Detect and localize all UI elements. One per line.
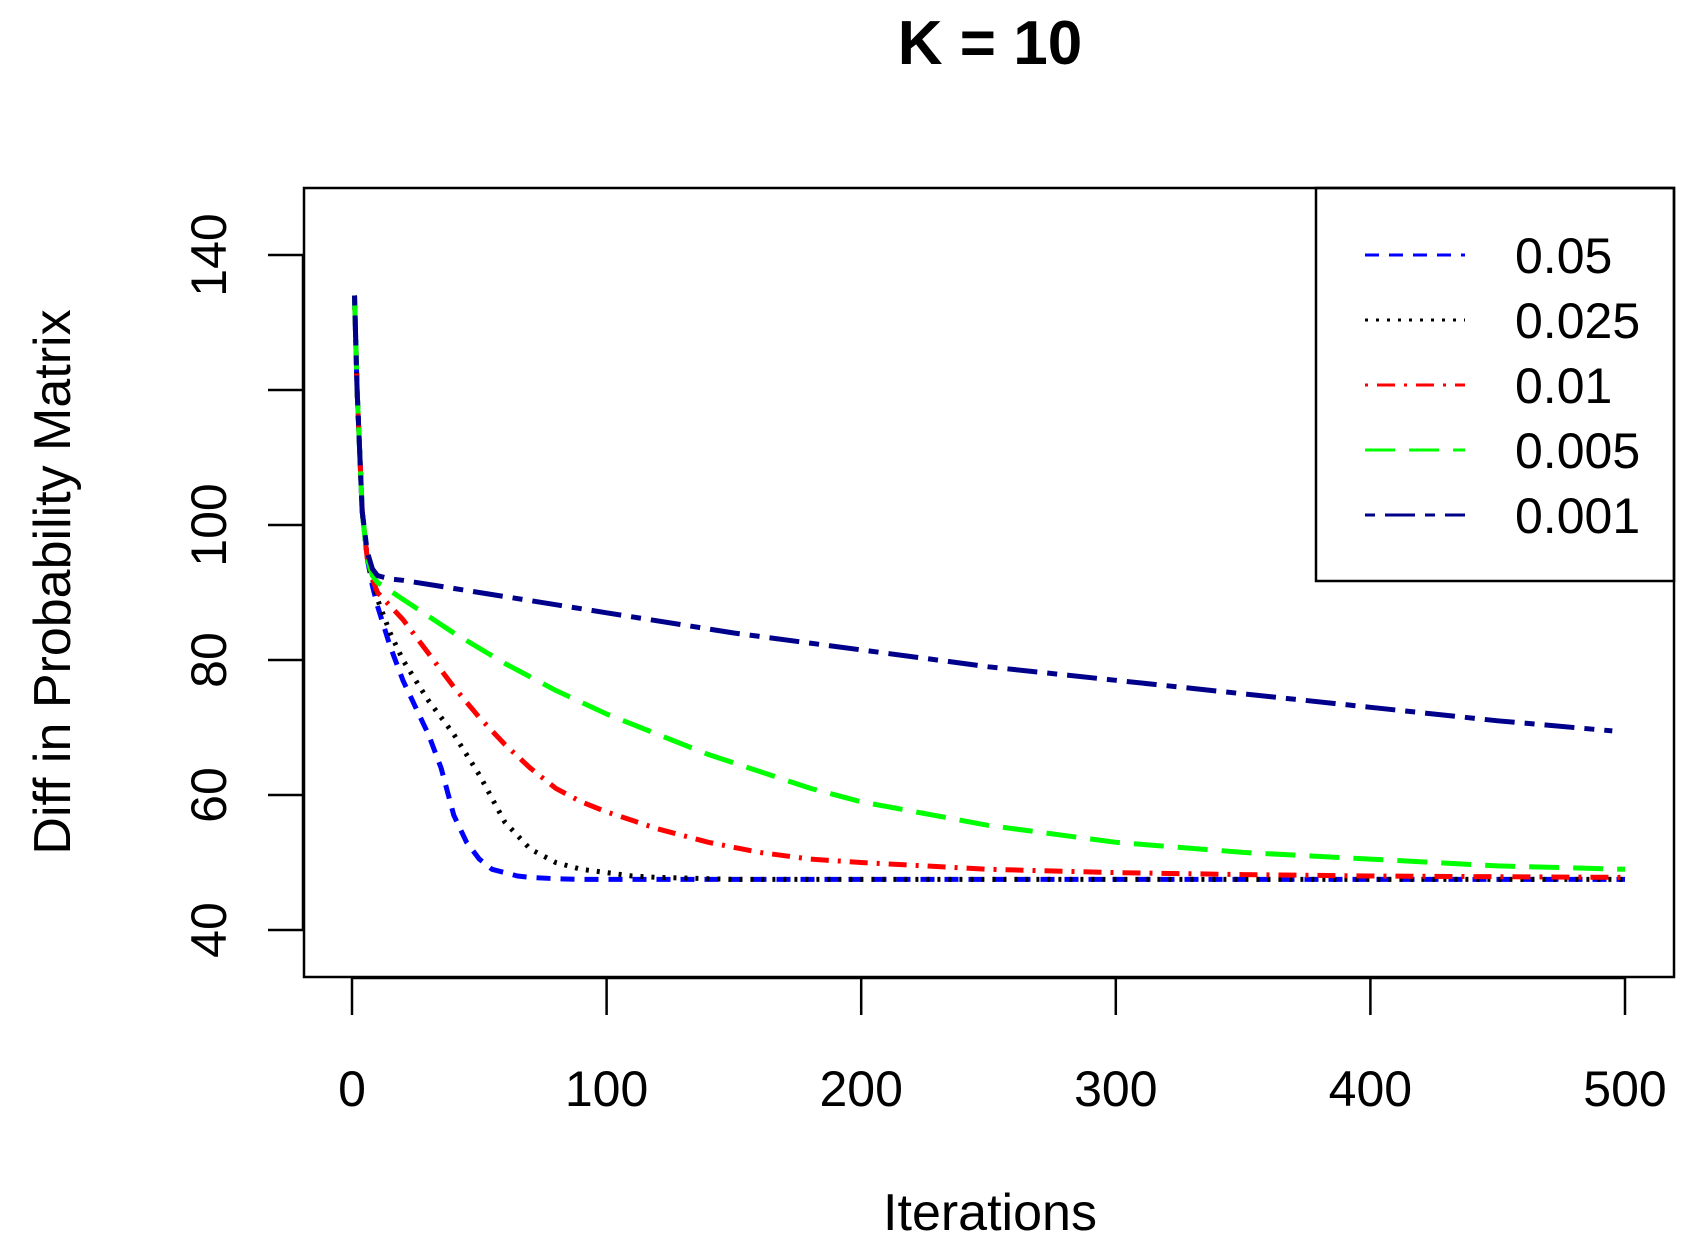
y-tick-label: 80	[181, 632, 237, 688]
legend-label: 0.05	[1515, 228, 1612, 284]
x-tick-label: 300	[1074, 1061, 1157, 1117]
series-line-0.025	[352, 295, 1625, 882]
legend-label: 0.01	[1515, 358, 1612, 414]
y-axis: 40 60 80 100 140	[181, 213, 305, 958]
legend-label: 0.025	[1515, 293, 1640, 349]
series-line-0.05	[352, 295, 1625, 882]
plot-frame	[302, 186, 1676, 979]
y-tick-label: 40	[181, 902, 237, 958]
x-tick-label: 500	[1583, 1061, 1666, 1117]
legend-label: 0.001	[1515, 488, 1640, 544]
series-line-0.001	[352, 295, 1613, 734]
y-tick-label: 140	[181, 213, 237, 296]
chart-title: K = 10	[898, 9, 1082, 78]
x-axis: 0 100 200 300 400 500	[338, 976, 1667, 1117]
y-axis-label: Diff in Probability Matrix	[24, 309, 82, 854]
series-line-0.005	[352, 295, 1626, 872]
x-axis-label: Iterations	[883, 1184, 1097, 1242]
series-layer	[352, 295, 1626, 882]
y-tick-label: 60	[181, 767, 237, 823]
legend: 0.05 0.025 0.01 0.005 0.001	[1314, 186, 1676, 583]
y-tick-label: 100	[181, 483, 237, 566]
series-line-0.01	[352, 295, 1626, 880]
x-tick-label: 0	[338, 1061, 366, 1117]
legend-box	[1314, 186, 1676, 583]
x-tick-label: 100	[565, 1061, 648, 1117]
legend-label: 0.005	[1515, 423, 1640, 479]
x-tick-label: 400	[1329, 1061, 1412, 1117]
x-tick-label: 200	[819, 1061, 902, 1117]
